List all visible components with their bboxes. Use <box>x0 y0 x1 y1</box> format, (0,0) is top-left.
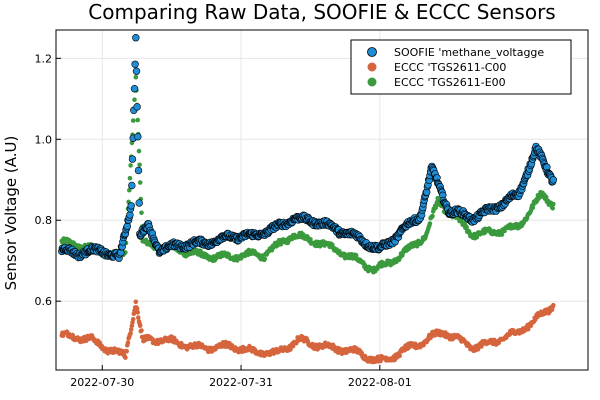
chart-title: Comparing Raw Data, SOOFIE & ECCC Sensor… <box>88 0 555 24</box>
y-tick-label: 1.0 <box>35 133 53 146</box>
series-1-points <box>59 299 556 365</box>
data-point <box>133 103 141 111</box>
y-tick-label: 0.6 <box>35 295 53 308</box>
y-tick-label: 1.2 <box>35 52 53 65</box>
y-axis-ticks: 0.6 0.8 1.0 1.2 <box>35 52 61 308</box>
legend-box <box>350 39 572 95</box>
data-point <box>132 67 141 75</box>
data-point <box>135 310 140 315</box>
data-point <box>139 210 144 216</box>
data-point <box>127 175 133 181</box>
legend-label: SOOFIE 'methane_voltagge <box>394 46 544 59</box>
legend-marker <box>367 47 377 57</box>
data-point <box>139 328 144 333</box>
data-point <box>131 60 139 69</box>
data-point <box>128 181 136 190</box>
data-point <box>397 353 403 359</box>
y-axis-label: Sensor Voltage (A.U) <box>2 136 20 291</box>
legend-marker <box>367 62 377 72</box>
legend-marker <box>367 77 377 87</box>
data-point <box>262 256 268 262</box>
data-point <box>128 327 134 332</box>
data-point <box>551 302 556 308</box>
data-point <box>123 355 128 360</box>
data-point <box>464 225 469 230</box>
data-point <box>134 133 142 141</box>
data-point <box>130 317 136 322</box>
data-point <box>550 206 555 211</box>
data-point <box>134 306 140 312</box>
data-point <box>137 180 143 185</box>
data-point <box>543 194 549 200</box>
data-point <box>130 84 139 93</box>
plot-frame <box>55 29 589 371</box>
x-tick-label: 2022-07-31 <box>209 376 273 389</box>
legend-label: ECCC 'TGS2611-E00 <box>394 76 506 89</box>
data-point <box>359 350 365 356</box>
plot-area <box>58 33 557 365</box>
data-point <box>127 202 135 210</box>
data-point <box>135 117 140 123</box>
data-point <box>132 97 137 102</box>
data-point <box>290 343 296 349</box>
legend-label: ECCC 'TGS2611-C00 <box>394 61 506 74</box>
series-2-points <box>59 74 556 275</box>
data-point <box>132 33 140 42</box>
x-tick-label: 2022-07-30 <box>70 376 134 389</box>
data-point <box>427 221 433 226</box>
data-point <box>125 340 131 345</box>
data-point <box>135 199 143 207</box>
data-point <box>133 74 139 80</box>
data-point <box>128 330 133 336</box>
data-point <box>137 162 142 168</box>
x-tick-label: 2022-08-01 <box>348 376 412 389</box>
data-point <box>551 201 556 207</box>
data-point <box>430 213 435 219</box>
data-point <box>129 323 135 329</box>
data-point <box>120 348 126 354</box>
data-point <box>378 358 383 364</box>
data-point <box>499 232 505 237</box>
data-point <box>70 332 75 338</box>
data-point <box>136 315 141 320</box>
series-0-points <box>58 33 557 262</box>
data-point <box>127 187 132 193</box>
y-tick-label: 0.8 <box>35 214 53 227</box>
data-point <box>124 349 129 354</box>
data-point <box>128 155 137 163</box>
data-point <box>134 166 143 175</box>
data-point <box>130 118 136 123</box>
data-point <box>549 176 557 184</box>
data-point <box>198 248 203 254</box>
data-point <box>133 299 139 305</box>
data-point <box>137 323 143 329</box>
legend: SOOFIE 'methane_voltagge ECCC 'TGS2611-C0… <box>350 39 572 95</box>
data-point <box>136 148 142 154</box>
data-point <box>128 163 133 168</box>
x-axis-ticks: 2022-07-30 2022-07-31 2022-08-01 <box>70 365 412 389</box>
data-point <box>308 237 313 242</box>
